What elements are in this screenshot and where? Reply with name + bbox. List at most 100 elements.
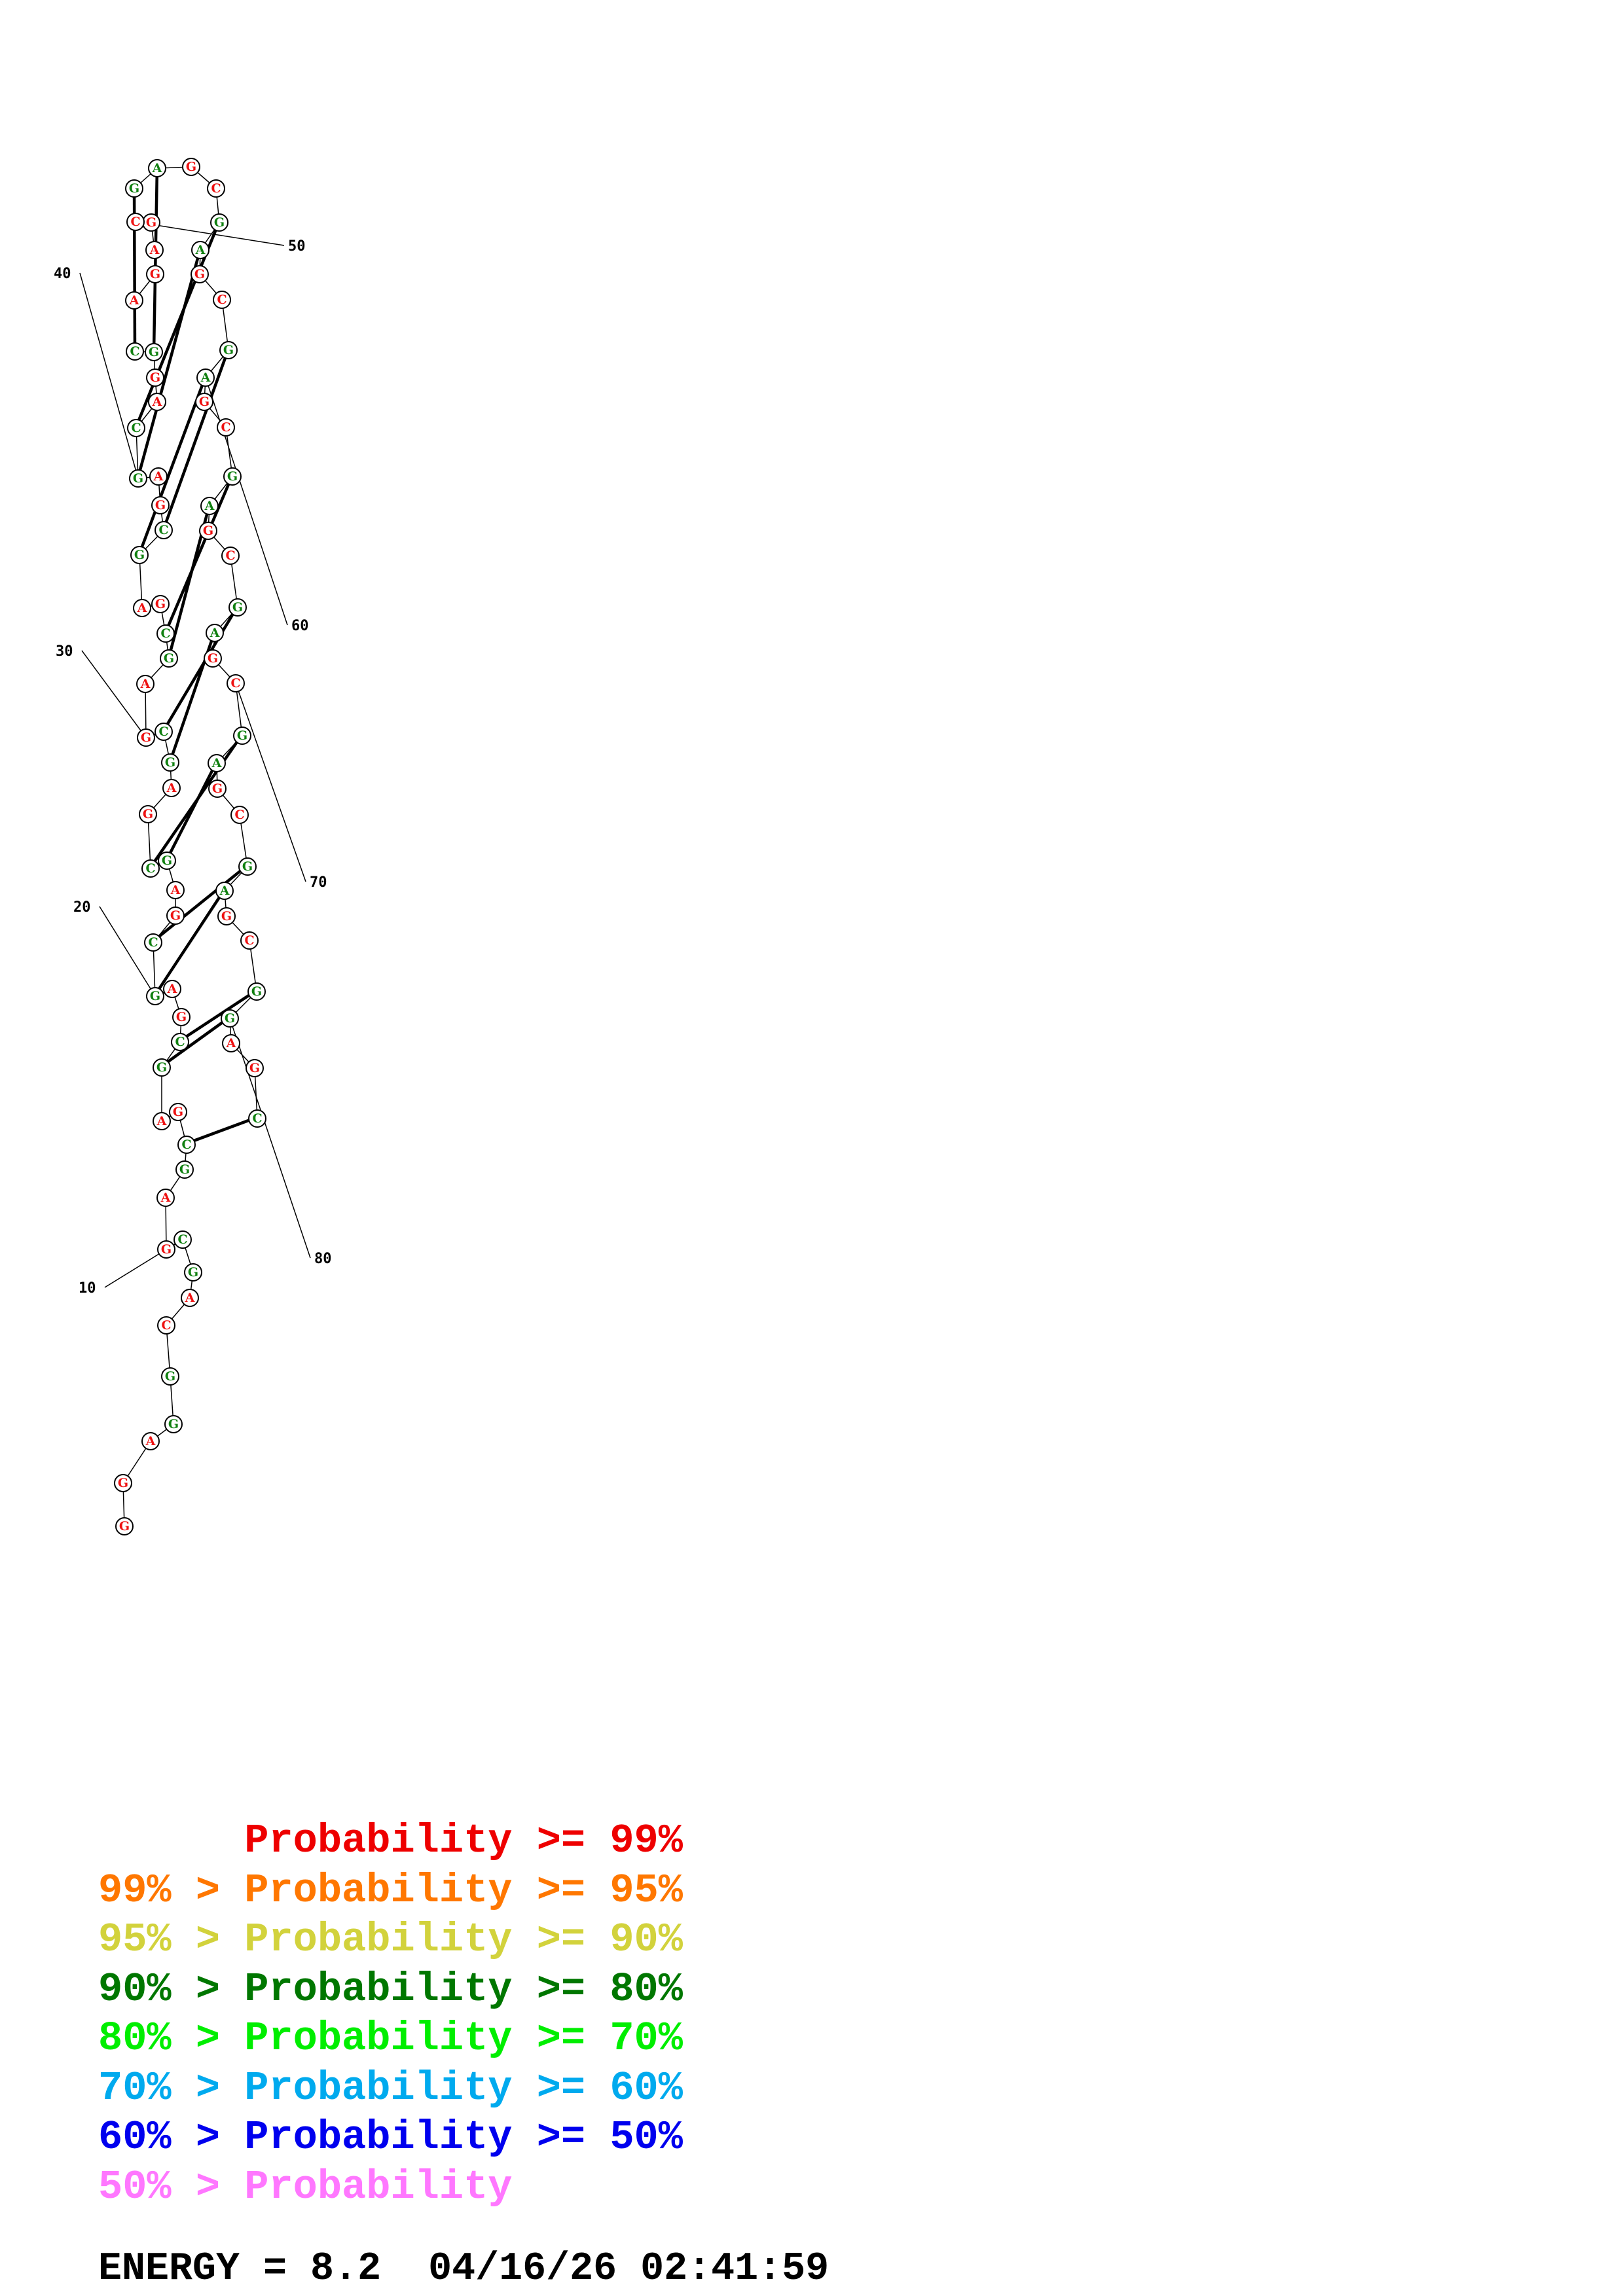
- nucleotide-circle: [115, 1517, 134, 1535]
- nucleotide: G: [175, 1160, 194, 1179]
- nucleotide: C: [248, 1109, 266, 1128]
- legend-row: Probability >= 99%: [98, 1818, 683, 1864]
- nucleotide-letter: G: [249, 1061, 260, 1075]
- nucleotide-circle: [145, 241, 164, 259]
- nucleotide-letter: G: [155, 597, 166, 611]
- nucleotide-letter: C: [225, 548, 235, 563]
- nucleotide: G: [233, 726, 251, 745]
- nucleotide-letter: A: [145, 1434, 156, 1448]
- nucleotide: G: [195, 393, 213, 411]
- nucleotide: G: [146, 265, 164, 283]
- nucleotide-letter: G: [176, 1010, 187, 1024]
- nucleotide-letter: G: [118, 1476, 128, 1490]
- base-pair-bond: [165, 761, 219, 861]
- nucleotide-circle: [246, 1059, 264, 1077]
- nucleotide: A: [191, 241, 210, 259]
- nucleotide-circle: [238, 857, 257, 876]
- nucleotide-letter: G: [232, 600, 243, 615]
- base-pair-bond: [162, 605, 239, 732]
- nucleotide-circle: [145, 343, 163, 361]
- nucleotide: C: [173, 1230, 192, 1249]
- nucleotide: A: [162, 779, 181, 797]
- nucleotide-circle: [151, 595, 170, 613]
- nucleotide-letter: A: [167, 982, 177, 996]
- nucleotide-circle: [163, 980, 181, 998]
- nucleotide-circle: [153, 1112, 171, 1130]
- nucleotide-letter: A: [210, 626, 220, 640]
- base-pair-bond: [132, 187, 137, 351]
- nucleotide: G: [184, 1263, 202, 1282]
- nucleotide-letter: C: [230, 676, 240, 691]
- nucleotide-letter: G: [162, 853, 172, 868]
- nucleotide: A: [145, 241, 164, 259]
- nucleotide-circle: [126, 342, 144, 361]
- nucleotide: A: [149, 467, 168, 486]
- nucleotide: C: [155, 723, 173, 741]
- nucleotide-letter: C: [221, 420, 230, 435]
- nucleotide-letter: C: [177, 1232, 187, 1247]
- nucleotide-letter: G: [173, 1105, 183, 1119]
- nucleotide-circle: [158, 852, 176, 870]
- nucleotide: A: [222, 1034, 240, 1052]
- nucleotide-letter: G: [133, 471, 143, 486]
- nucleotide-circle: [153, 1058, 171, 1077]
- nucleotide-circle: [208, 754, 226, 772]
- nucleotide-letter: A: [140, 677, 151, 691]
- nucleotide-circle: [155, 521, 173, 539]
- nucleotide-circle: [173, 1230, 192, 1249]
- nucleotide-circle: [210, 213, 228, 232]
- nucleotide-circle: [161, 1367, 179, 1386]
- nucleotide: A: [136, 675, 155, 693]
- nucleotide-letter: A: [152, 395, 162, 409]
- nucleotide-letter: A: [185, 1291, 195, 1305]
- legend-row: 70% > Probability >= 60%: [98, 2064, 683, 2111]
- nucleotide: A: [163, 980, 181, 998]
- base-pair-bond: [164, 475, 234, 633]
- nucleotide-circle: [146, 987, 164, 1005]
- tick-line: [229, 1018, 311, 1259]
- nucleotide-letter: G: [150, 989, 160, 1003]
- position-tick-label: 10: [79, 1280, 96, 1297]
- nucleotide-circle: [166, 906, 185, 925]
- nucleotide-circle: [156, 1189, 175, 1207]
- nucleotide-letter: C: [148, 935, 158, 950]
- nucleotide-circle: [181, 1289, 199, 1307]
- tick-line: [135, 221, 285, 246]
- nucleotide-letter: A: [137, 601, 147, 615]
- nucleotide-letter: G: [119, 1519, 130, 1534]
- tick-line: [104, 1249, 167, 1288]
- nucleotide-circle: [219, 341, 238, 359]
- nucleotide-circle: [137, 728, 155, 747]
- nucleotide: G: [182, 158, 200, 176]
- nucleotide-circle: [233, 726, 251, 745]
- nucleotide: A: [133, 599, 151, 617]
- nucleotide-circle: [144, 933, 162, 952]
- nucleotide-circle: [161, 753, 179, 772]
- nucleotide-circle: [129, 469, 147, 488]
- nucleotide-letter: G: [179, 1162, 190, 1177]
- nucleotide-circle: [177, 1136, 196, 1154]
- nucleotide-letter: C: [130, 215, 140, 229]
- base-pair-bond: [137, 376, 208, 554]
- nucleotide-circle: [217, 907, 236, 925]
- nucleotide-circle: [195, 393, 213, 411]
- nucleotide-circle: [146, 265, 164, 283]
- nucleotide-letter: G: [165, 755, 175, 770]
- nucleotide: A: [206, 624, 224, 642]
- nucleotide: G: [169, 1103, 187, 1121]
- position-tick-label: 50: [288, 238, 306, 255]
- nucleotide-letter: C: [158, 523, 168, 537]
- base-pair-bond: [162, 348, 230, 529]
- tick-line: [235, 683, 306, 882]
- nucleotide-circle: [155, 723, 173, 741]
- nucleotide: G: [145, 343, 163, 361]
- nucleotide-circle: [169, 1103, 187, 1121]
- nucleotide-layer: GGAGGCAGCGAGCGAGCGAGCGAGCGAGCGAGCGAGCGAG…: [114, 158, 266, 1535]
- nucleotide: C: [213, 291, 231, 309]
- nucleotide: C: [177, 1136, 196, 1154]
- nucleotide: C: [227, 674, 245, 692]
- legend-row: 50% > Probability: [98, 2163, 513, 2210]
- nucleotide-letter: A: [156, 1114, 167, 1128]
- nucleotide-letter: C: [145, 861, 155, 876]
